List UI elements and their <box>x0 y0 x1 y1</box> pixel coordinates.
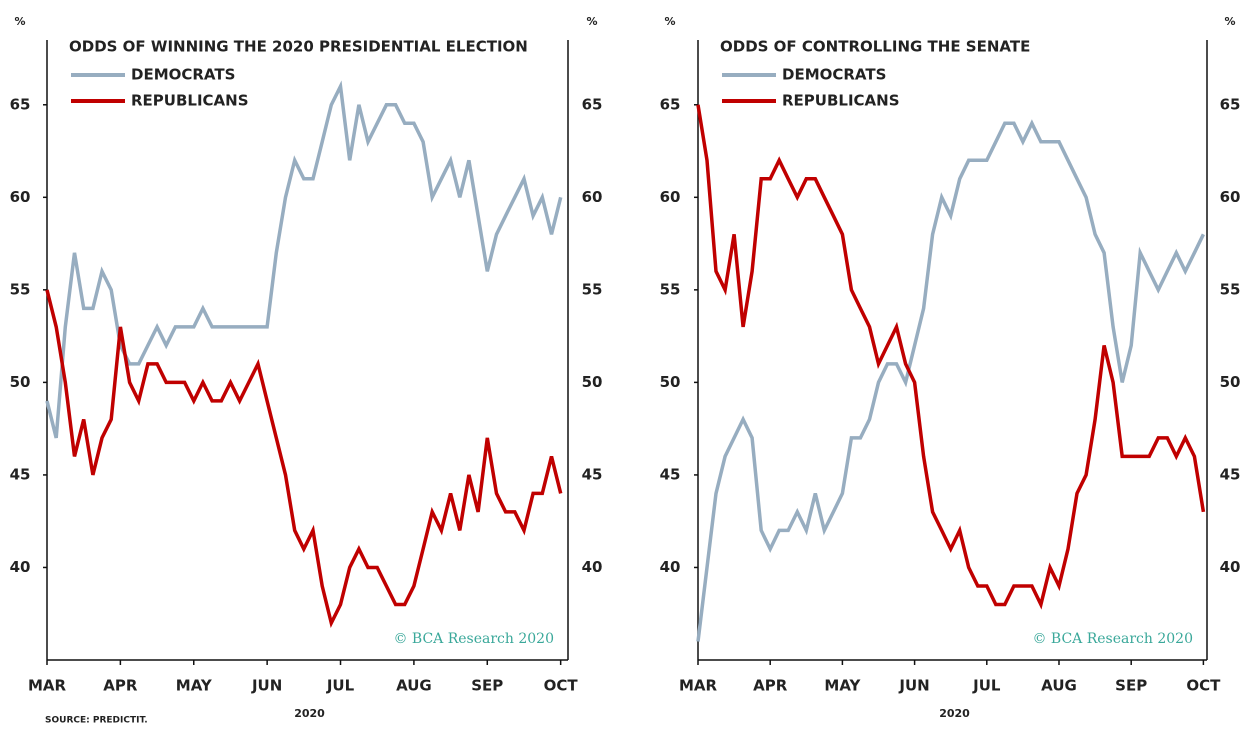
y-tick-label: 50 <box>1220 373 1241 391</box>
legend-label: REPUBLICANS <box>782 92 900 110</box>
y-tick-label: 65 <box>582 95 603 113</box>
x-tick-label: SEP <box>1115 677 1147 695</box>
y-unit: % <box>14 15 25 28</box>
annotation: © BCA Research 2020 <box>1032 631 1193 647</box>
y-tick-label: 65 <box>1220 95 1241 113</box>
x-tick-label: AUG <box>396 677 432 695</box>
chart-title: ODDS OF WINNING THE 2020 PRESIDENTIAL EL… <box>69 38 528 56</box>
y-tick-label: 60 <box>1220 188 1241 206</box>
y-tick-label: 60 <box>660 188 681 206</box>
y-tick-label: 65 <box>660 95 681 113</box>
x-tick-label: SEP <box>471 677 503 695</box>
x-tick-label: AUG <box>1041 677 1077 695</box>
annotation: © BCA Research 2020 <box>393 631 554 647</box>
series-line <box>45 80 563 439</box>
x-tick-label: OCT <box>544 677 579 695</box>
y-tick-label: 40 <box>660 558 681 576</box>
y-unit: % <box>664 15 675 28</box>
y-tick-label: 60 <box>10 188 31 206</box>
source: SOURCE: PREDICTIT. <box>45 716 148 726</box>
x-axis-label: 2020 <box>939 707 970 720</box>
y-tick-label: 45 <box>660 465 681 483</box>
y-tick-label: 55 <box>582 280 603 298</box>
legend-label: REPUBLICANS <box>131 92 249 110</box>
x-tick-label: JUL <box>326 677 355 695</box>
x-tick-label: JUL <box>972 677 1001 695</box>
y-unit: % <box>586 15 597 28</box>
x-tick-label: JUN <box>251 677 282 695</box>
series-line <box>696 119 1205 642</box>
x-tick-label: APR <box>103 677 138 695</box>
y-tick-label: 65 <box>10 95 31 113</box>
y-tick-label: 40 <box>10 558 31 576</box>
x-tick-label: MAR <box>28 677 67 695</box>
y-tick-label: 40 <box>1220 558 1241 576</box>
x-tick-label: MAR <box>679 677 718 695</box>
y-tick-label: 45 <box>10 465 31 483</box>
x-tick-label: APR <box>753 677 788 695</box>
x-tick-label: OCT <box>1186 677 1221 695</box>
legend-label: DEMOCRATS <box>131 66 235 84</box>
y-tick-label: 50 <box>582 373 603 391</box>
series-line <box>45 289 563 629</box>
x-tick-label: MAY <box>824 677 861 695</box>
chart-title: ODDS OF CONTROLLING THE SENATE <box>720 38 1030 56</box>
y-tick-label: 55 <box>10 280 31 298</box>
series-line <box>696 104 1206 610</box>
legend-label: DEMOCRATS <box>782 66 886 84</box>
y-unit: % <box>1224 15 1235 28</box>
x-tick-label: MAY <box>176 677 213 695</box>
x-tick-label: JUN <box>898 677 929 695</box>
y-tick-label: 60 <box>582 188 603 206</box>
y-tick-label: 55 <box>1220 280 1241 298</box>
y-tick-label: 45 <box>1220 465 1241 483</box>
x-axis-label: 2020 <box>294 707 325 720</box>
y-tick-label: 50 <box>660 373 681 391</box>
y-tick-label: 45 <box>582 465 603 483</box>
y-tick-label: 50 <box>10 373 31 391</box>
y-tick-label: 40 <box>582 558 603 576</box>
y-tick-label: 55 <box>660 280 681 298</box>
